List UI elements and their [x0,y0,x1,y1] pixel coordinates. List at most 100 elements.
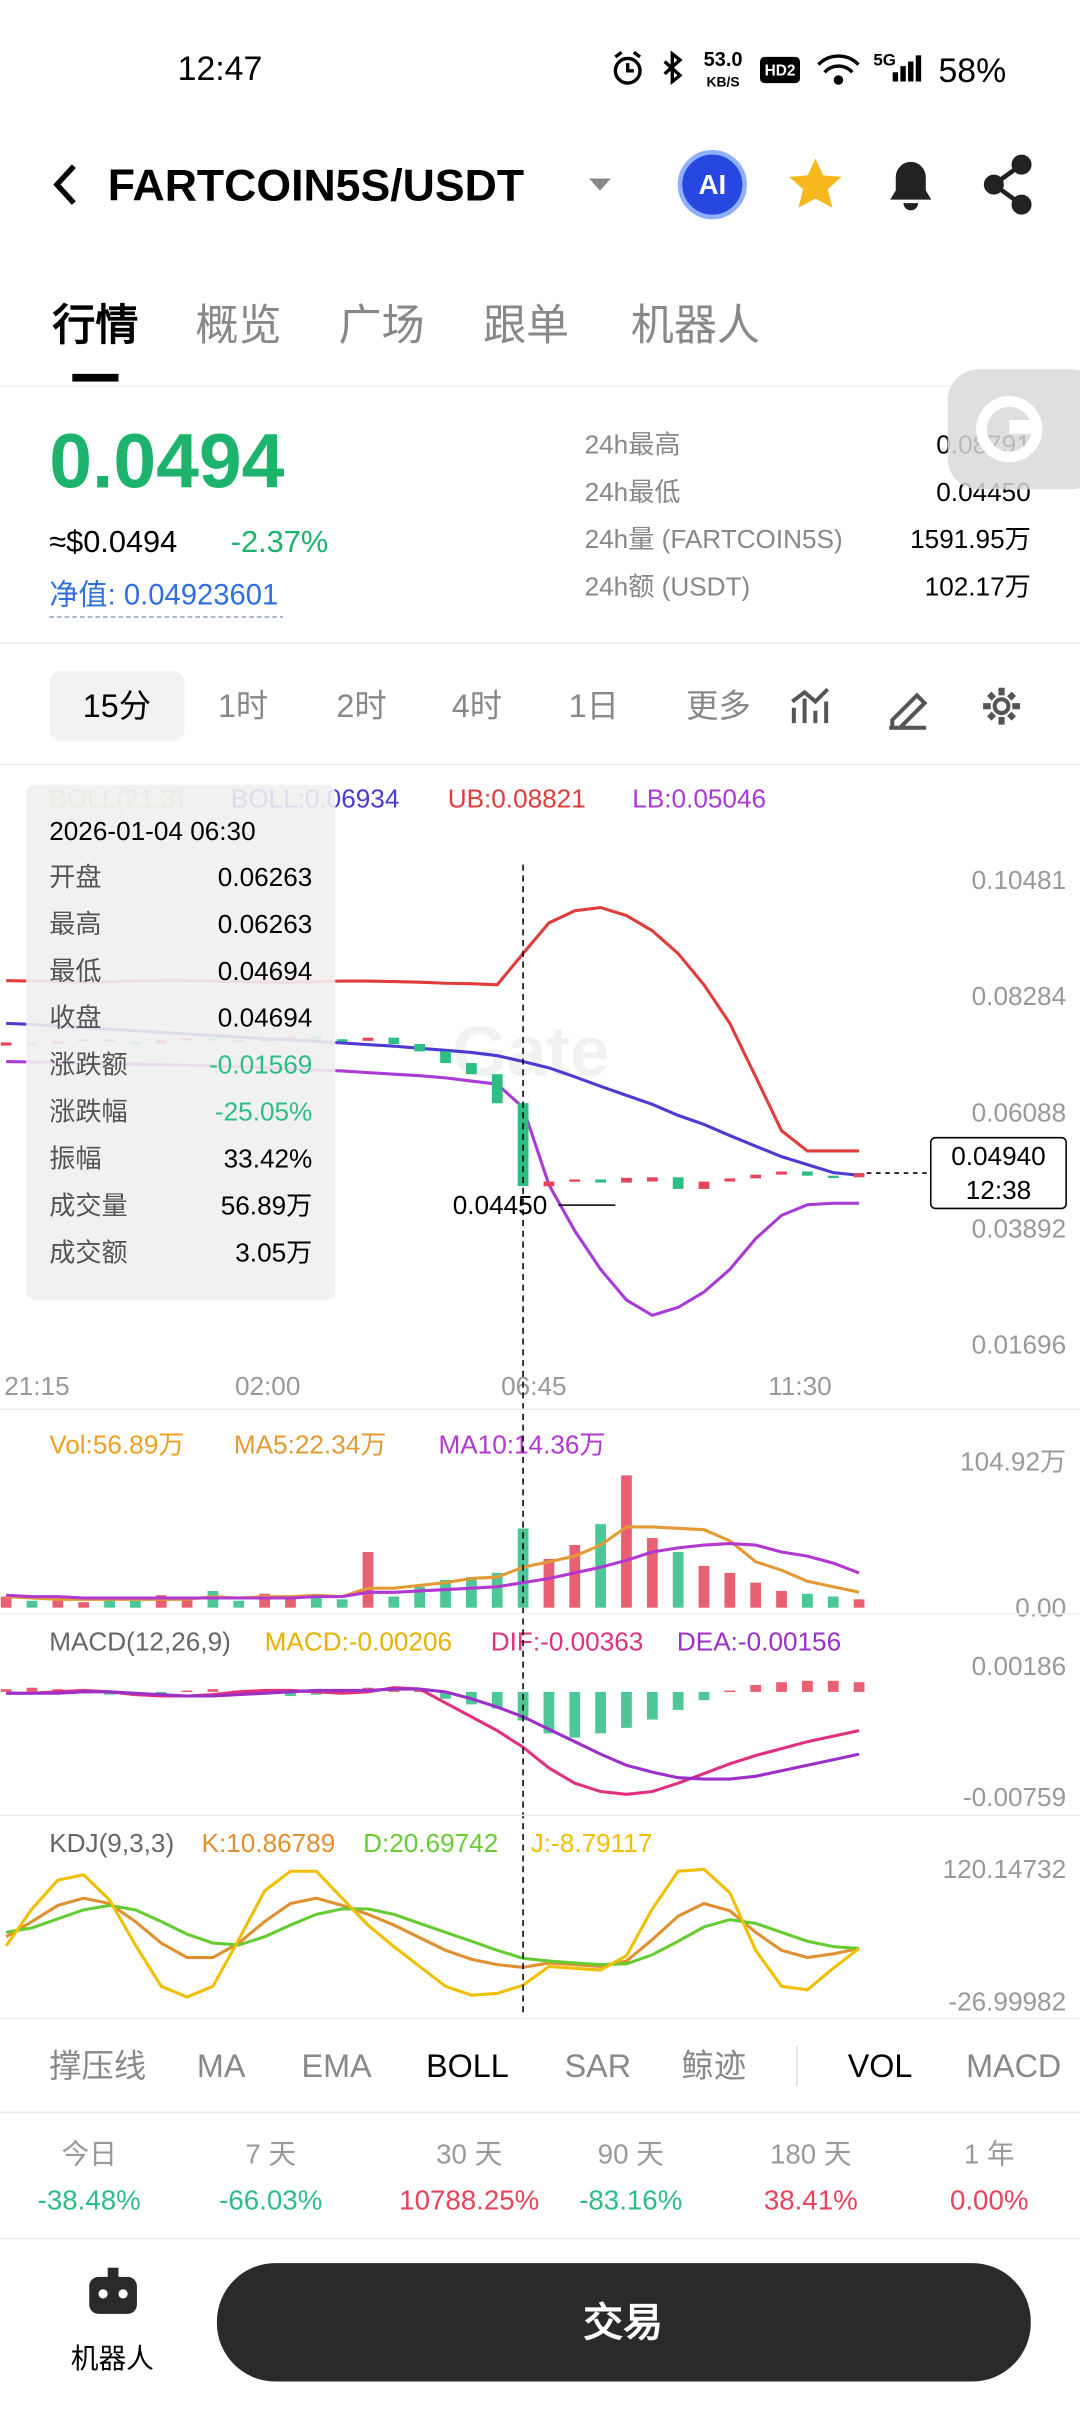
interval[interactable]: 15分 [83,688,151,724]
legend-item: K:10.86789 [202,1828,336,1858]
nav-value[interactable]: 净值: 0.04923601 [49,578,278,611]
macd-bar [853,1682,865,1692]
legend-item: J:-8.79117 [531,1828,653,1858]
volume-bar [776,1590,787,1608]
candle [336,1039,348,1042]
indicator-tab[interactable]: MA [197,2048,246,2084]
net-unit: KB/S [707,74,740,90]
perf-label: 7 天 [245,2138,296,2169]
volume-bar [26,1600,38,1608]
y-tick-label: -0.00759 [963,1782,1066,1812]
volume-bar [104,1597,115,1608]
chart-settings-icons[interactable] [791,687,1020,730]
legend-item: MA10:14.36万 [438,1430,605,1460]
volume-bar [388,1596,400,1608]
tab[interactable]: 机器人 [631,302,760,350]
robot-label[interactable]: 机器人 [71,2343,154,2374]
macd-bar [543,1691,555,1734]
indicator-tab[interactable]: EMA [302,2048,372,2084]
legend-item: Vol:56.89万 [49,1430,184,1460]
macd-bar [776,1682,787,1692]
tooltip-label: 最高 [49,909,101,939]
candle [853,1173,865,1178]
trade-button[interactable] [216,2263,1031,2382]
tooltip-value: 0.06263 [218,909,313,939]
share-button[interactable] [983,154,1032,215]
series-line [4,1867,861,1999]
volume-bar [414,1586,426,1608]
indicator-tab[interactable]: BOLL [426,2048,509,2084]
indicator-tab[interactable]: VOL [848,2048,913,2084]
y-tick-label: 0.10481 [972,865,1066,895]
y-tick-label: 120.14732 [943,1854,1067,1884]
tab[interactable]: 跟单 [483,302,569,350]
indicator-tab[interactable]: 鲸迹 [682,2048,747,2084]
volume-bar [130,1600,141,1608]
macd-bar [698,1691,710,1701]
volume-bar [827,1596,839,1608]
series-line [5,1896,860,1969]
pair-dropdown[interactable] [589,178,611,191]
alert-button[interactable] [890,161,932,211]
volume-bar [621,1475,632,1608]
interval[interactable]: 2时 [336,688,386,724]
perf-value: -83.16% [579,2184,682,2215]
indicator-tab[interactable]: 撑压线 [49,2048,146,2084]
y-tick-label: 0.06088 [972,1097,1066,1127]
volume-bar [52,1599,64,1608]
perf-label: 30 天 [436,2138,502,2169]
macd-bar [491,1691,503,1709]
interval[interactable]: 1时 [218,688,268,724]
volume-bar [724,1572,736,1608]
volume-bar [233,1600,245,1608]
tab[interactable]: 概览 [195,302,281,350]
legend-item: UB:0.08821 [448,783,586,813]
interval[interactable]: 4时 [452,688,502,724]
x-tick-label: 06:45 [501,1371,566,1401]
indicator-tab[interactable]: MACD [966,2048,1061,2084]
candle [646,1177,658,1182]
volume-bar [750,1582,762,1608]
legend-item: DIF:-0.00363 [491,1627,644,1657]
tab[interactable]: 行情 [52,302,138,350]
candle [750,1174,762,1179]
volume-bar [440,1579,451,1608]
low-label: 0.04450 [453,1190,547,1220]
ai-button[interactable] [677,149,747,220]
tooltip-value: -0.01569 [209,1050,312,1080]
x-tick-label: 21:15 [4,1371,69,1401]
interval[interactable]: 更多 [686,688,751,724]
candle [543,1181,555,1187]
robot-icon[interactable] [89,2267,137,2314]
candle [362,1037,374,1041]
hd-text: HD2 [765,62,796,79]
back-button[interactable] [53,164,76,205]
volume-bar [672,1551,684,1608]
stat-label: 24h额 (USDT) [585,571,751,601]
interval[interactable]: 1日 [569,688,619,724]
macd-bar [0,1689,12,1692]
macd-bar [26,1687,38,1692]
tab[interactable]: 广场 [338,302,424,350]
indicator-tab[interactable]: SAR [565,2048,631,2084]
candle [440,1051,451,1064]
macd-bar [621,1691,632,1728]
stat-value: 102.17万 [925,571,1031,601]
gate-tab[interactable] [947,369,1080,490]
volume-bar [285,1597,296,1608]
indicator-label: MACD(12,26,9) [49,1627,231,1657]
volume-bar [362,1551,374,1608]
net-speed: 53.0 [704,49,743,71]
ai-label: AI [698,169,726,200]
interval-selected-bg [49,670,185,742]
pair-title[interactable]: FARTCOIN5S/USDT [108,162,524,211]
signal-text: 5G [873,51,896,70]
favorite-button[interactable] [789,158,842,208]
macd-bar [285,1691,296,1697]
candle [466,1063,477,1075]
status-time: 12:47 [178,50,263,88]
perf-label: 1 年 [964,2138,1015,2169]
perf-value: -66.03% [219,2184,322,2215]
tooltip-date: 2026-01-04 06:30 [49,816,255,846]
